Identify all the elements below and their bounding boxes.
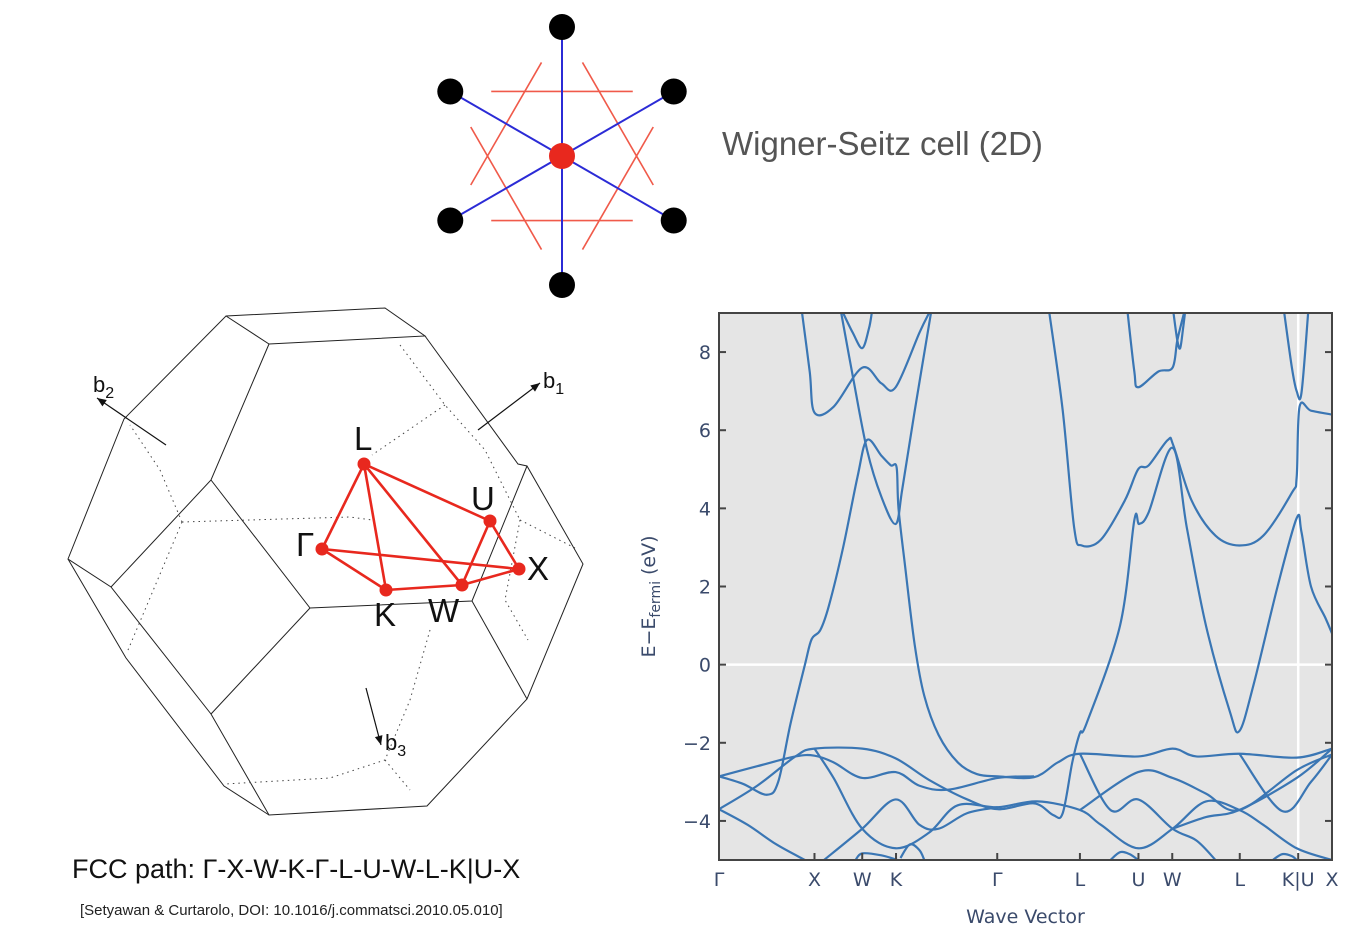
x-tick-label: L xyxy=(1234,869,1245,891)
x-tick-label: X xyxy=(808,869,821,891)
x-tick-label: W xyxy=(1163,869,1182,891)
band-line xyxy=(840,313,933,526)
reciprocal-vector-arrow xyxy=(96,397,167,446)
path-edge xyxy=(362,463,464,586)
bands xyxy=(719,313,1332,860)
path-edge xyxy=(461,567,520,587)
brillouin-zone-diagram xyxy=(67,307,584,816)
path-edge xyxy=(488,520,521,570)
reciprocal-vector-label: b3 xyxy=(385,730,406,760)
y-tick-label: 6 xyxy=(699,420,711,442)
band-line xyxy=(1283,313,1310,401)
k-point-label: Γ xyxy=(296,526,314,563)
band-line xyxy=(719,446,1332,820)
y-tick-label: 0 xyxy=(699,655,711,677)
wigner-seitz-diagram xyxy=(437,14,687,298)
x-tick-label: K|U xyxy=(1282,869,1315,891)
lattice-point xyxy=(549,14,575,40)
y-tick-label: −2 xyxy=(683,733,711,755)
center-lattice-point xyxy=(549,143,575,169)
k-point-label: U xyxy=(471,480,495,517)
band-line xyxy=(1272,852,1298,860)
y-tick-label: 2 xyxy=(699,577,711,599)
bz-solid-edges xyxy=(67,307,584,816)
band-line xyxy=(842,313,873,350)
lattice-point xyxy=(660,207,687,234)
band-line xyxy=(719,808,806,860)
band-line xyxy=(719,753,1035,792)
arrowhead-icon xyxy=(374,735,383,745)
bz-hidden-edges xyxy=(127,344,576,791)
band-line xyxy=(1079,753,1332,812)
lattice-point xyxy=(437,207,464,234)
y-tick-label: 4 xyxy=(699,498,711,520)
band-line xyxy=(1078,753,1217,860)
band-line xyxy=(719,438,1332,796)
bond-line xyxy=(561,155,675,222)
band-line xyxy=(899,843,926,860)
x-tick-label: U xyxy=(1131,869,1145,891)
path-edge xyxy=(320,463,366,550)
band-line xyxy=(1172,313,1187,350)
band-line xyxy=(1048,313,1332,548)
x-tick-label: L xyxy=(1075,869,1086,891)
k-point-label: X xyxy=(527,550,549,587)
reciprocal-vector-label: b1 xyxy=(543,368,564,398)
x-tick-label: X xyxy=(1325,869,1338,891)
band-line xyxy=(1238,753,1332,813)
bond-line xyxy=(449,90,563,157)
band-line xyxy=(1172,747,1332,830)
band-line xyxy=(823,798,999,860)
lattice-point xyxy=(437,78,464,105)
x-tick-label: K xyxy=(890,869,903,891)
reciprocal-vector-label: b2 xyxy=(93,372,114,402)
y-axis-label: E−Efermi (eV) xyxy=(638,535,664,657)
arrowhead-icon xyxy=(97,398,107,407)
k-point-dot xyxy=(483,514,497,528)
reciprocal-vector-arrow xyxy=(365,687,382,746)
band-line xyxy=(1109,850,1139,860)
citation: [Setyawan & Curtarolo, DOI: 10.1016/j.co… xyxy=(80,902,503,919)
x-tick-label: W xyxy=(853,869,872,891)
x-axis-label: Wave Vector xyxy=(966,906,1085,928)
k-point-label: K xyxy=(374,596,396,633)
k-point-label: W xyxy=(428,592,460,629)
fcc-path-caption: FCC path: Γ-X-W-K-Γ-L-U-W-L-K|U-X xyxy=(72,854,520,884)
lattice-point xyxy=(549,272,575,298)
path-edge xyxy=(385,583,463,592)
fcc-path xyxy=(315,457,526,597)
plot-area xyxy=(719,313,1332,860)
k-point-dot xyxy=(512,562,526,576)
x-tick-label: Γ xyxy=(714,869,725,891)
path-edge xyxy=(362,463,388,591)
y-tick-label: 8 xyxy=(699,342,711,364)
bz-labels: L UX WK Γb1 b2 b3 xyxy=(93,368,564,760)
k-point-dot xyxy=(315,542,329,556)
x-tick-label: Γ xyxy=(992,869,1003,891)
bond-line xyxy=(561,90,675,157)
path-edge xyxy=(460,520,492,586)
k-point-dot xyxy=(455,578,469,592)
bond-line xyxy=(449,155,563,222)
band-line xyxy=(854,852,898,860)
path-edge xyxy=(321,547,387,592)
k-point-label: L xyxy=(354,420,372,457)
k-point-dot xyxy=(357,457,371,471)
reciprocal-vector-arrow xyxy=(477,382,541,431)
path-edge xyxy=(321,547,520,571)
band-line xyxy=(800,313,931,417)
wigner-seitz-title: Wigner-Seitz cell (2D) xyxy=(722,125,1043,162)
arrowhead-icon xyxy=(530,383,540,392)
k-point-dot xyxy=(379,583,393,597)
lattice-point xyxy=(660,78,687,105)
y-tick-label: −4 xyxy=(683,811,711,833)
path-edge xyxy=(363,462,491,523)
